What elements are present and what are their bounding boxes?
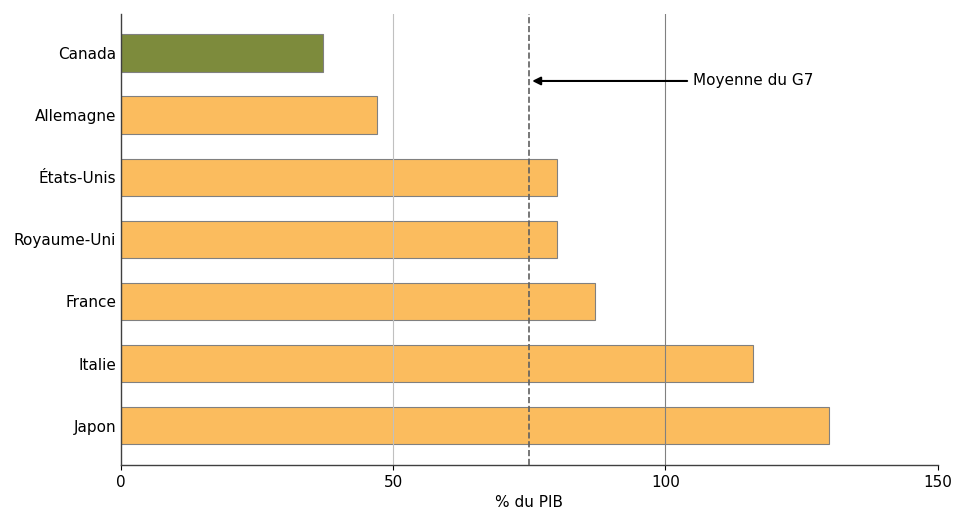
Bar: [121, 221, 556, 258]
Bar: [121, 407, 829, 444]
X-axis label: % du PIB: % du PIB: [496, 495, 563, 510]
Bar: [121, 345, 753, 382]
Bar: [121, 283, 595, 320]
Text: Moyenne du G7: Moyenne du G7: [534, 73, 813, 89]
Bar: [121, 96, 377, 134]
Bar: [121, 159, 556, 196]
Bar: [121, 35, 323, 72]
